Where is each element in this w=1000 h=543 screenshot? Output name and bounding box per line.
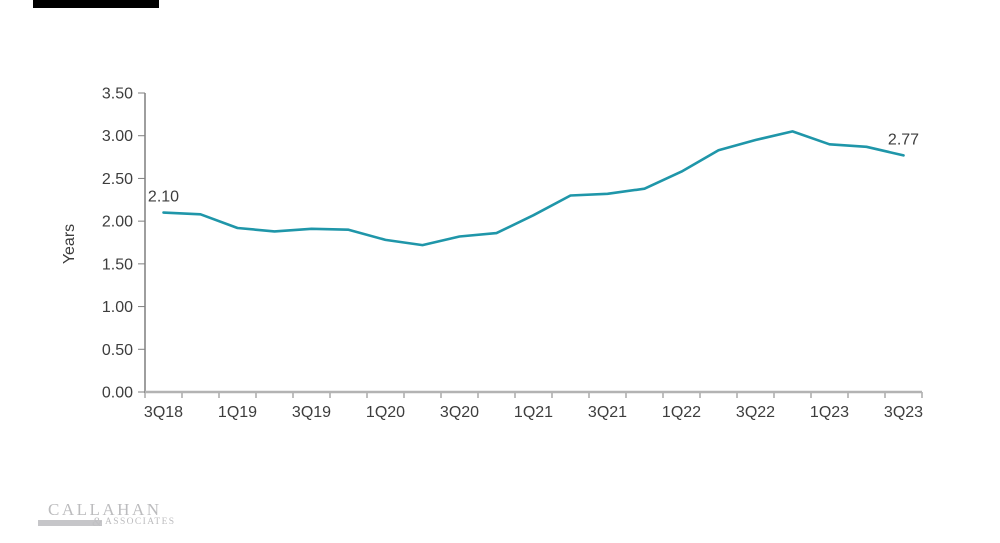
logo-lockup: & ASSOCIATES (38, 514, 178, 531)
x-tick-label: 1Q20 (366, 404, 405, 421)
x-tick-label: 3Q21 (588, 404, 627, 421)
x-tick-label: 1Q21 (514, 404, 553, 421)
x-tick-label: 3Q19 (292, 404, 331, 421)
redacted-title-bar (33, 0, 159, 8)
callahan-logo: CALLAHAN & ASSOCIATES (38, 501, 178, 535)
y-tick-label: 2.00 (102, 214, 133, 231)
x-tick-label: 3Q23 (884, 404, 923, 421)
x-tick-label: 3Q20 (440, 404, 479, 421)
y-tick-label: 3.50 (102, 86, 133, 103)
y-tick-label: 0.50 (102, 342, 133, 359)
y-axis-title: Years (61, 224, 78, 264)
x-tick-label: 1Q19 (218, 404, 257, 421)
point-data-label: 2.77 (888, 131, 919, 148)
y-tick-label: 0.00 (102, 385, 133, 402)
y-tick-label: 2.50 (102, 171, 133, 188)
data-series-line (162, 130, 905, 247)
x-tick-label: 1Q23 (810, 404, 849, 421)
logo-secondary-text: ASSOCIATES (105, 517, 176, 527)
y-tick-label: 1.50 (102, 256, 133, 273)
x-tick-label: 3Q22 (736, 404, 775, 421)
y-tick-label: 1.00 (102, 299, 133, 316)
y-tick-label: 3.00 (102, 128, 133, 145)
x-tick-label: 1Q22 (662, 404, 701, 421)
logo-bar (38, 520, 102, 526)
x-tick-label: 3Q18 (144, 404, 183, 421)
logo-ampersand: & (92, 514, 103, 529)
logo-primary-text: CALLAHAN (48, 500, 162, 519)
point-data-label: 2.10 (148, 189, 179, 206)
